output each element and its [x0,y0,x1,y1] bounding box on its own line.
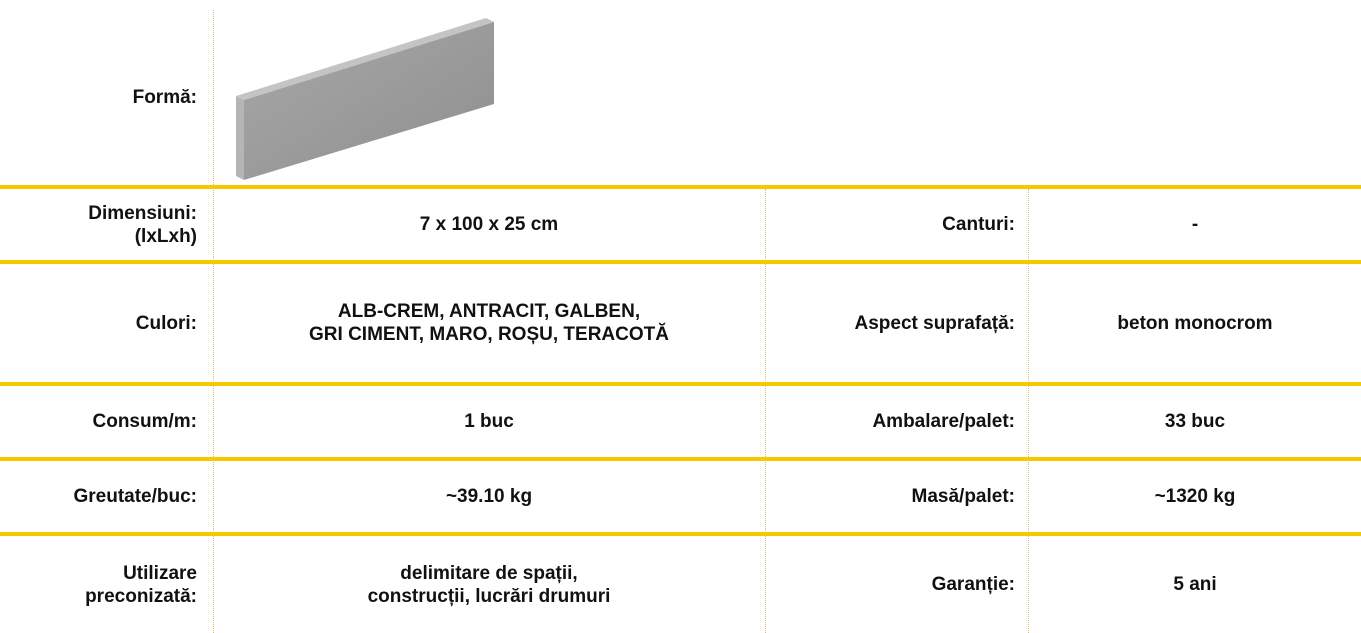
cell-text: 5 ani [1173,574,1217,595]
row-divider [0,532,1361,536]
cell-text: Masă/palet: [911,486,1015,507]
table-cell: 7 x 100 x 25 cm [213,189,765,260]
cell-text: Aspect suprafață: [854,312,1016,334]
table-cell: Culori: [0,264,197,382]
table-cell: Garanție: [766,536,1015,633]
row-divider [0,185,1361,189]
table-cell: delimitare de spații, construcții, lucrăr… [213,536,765,633]
column-divider [1028,189,1029,633]
cell-text: Garanție: [931,574,1015,595]
product-image [236,18,494,180]
cell-text: Greutate/buc: [73,486,197,507]
cell-text: delimitare de spații, [400,562,578,584]
cell-text: beton monocrom [1117,312,1273,334]
cell-text: Ambalare/palet: [872,411,1015,432]
table-cell: ~39.10 kg [213,461,765,532]
column-divider [765,189,766,633]
table-cell: Dimensiuni: (lxLxh) [0,189,197,260]
cell-text: 1 buc [464,411,514,432]
table-cell: beton monocrom [1029,264,1361,382]
table-cell: Aspect suprafață: [766,264,1016,382]
table-cell: Canturi: [766,189,1015,260]
cell-text: 33 buc [1164,411,1226,432]
cell-text: 7 x 100 x 25 cm [419,214,559,235]
cell-text: construcții, lucrări drumuri [367,585,611,607]
table-cell: Utilizare preconizată: [0,536,197,633]
cell-text: ALB-CREM, ANTRACIT, GALBEN, [337,301,641,322]
cell-text: ~39.10 kg [445,486,533,507]
cell-text: ~1320 kg [1154,486,1236,507]
cell-text: Canturi: [942,214,1015,235]
cell-text: preconizată: [85,585,197,607]
table-cell: Greutate/buc: [0,461,197,532]
table-cell: ~1320 kg [1029,461,1361,532]
column-divider [213,10,214,633]
row-divider [0,457,1361,461]
cell-text: - [1191,214,1199,235]
table-cell: Ambalare/palet: [766,386,1015,457]
table-cell: Masă/palet: [766,461,1015,532]
cell-text: Utilizare [123,562,197,584]
row-divider [0,382,1361,386]
cell-text: GRI CIMENT, MARO, ROȘU, TERACOTĂ [309,324,669,345]
cell-text: (lxLxh) [134,225,197,247]
cell-text: Consum/m: [92,411,198,432]
row-divider [0,260,1361,264]
table-cell: 5 ani [1029,536,1361,633]
cell-text: Dimensiuni: [88,202,197,224]
cell-text: Formă: [132,87,197,108]
table-cell: 33 buc [1029,386,1361,457]
table-cell: - [1029,189,1361,260]
table-cell: Formă: [0,10,197,185]
table-cell: 1 buc [213,386,765,457]
table-cell: Consum/m: [0,386,198,457]
table-cell: ALB-CREM, ANTRACIT, GALBEN, GRI CIMENT, M… [213,264,765,382]
cell-text: Culori: [135,312,197,334]
